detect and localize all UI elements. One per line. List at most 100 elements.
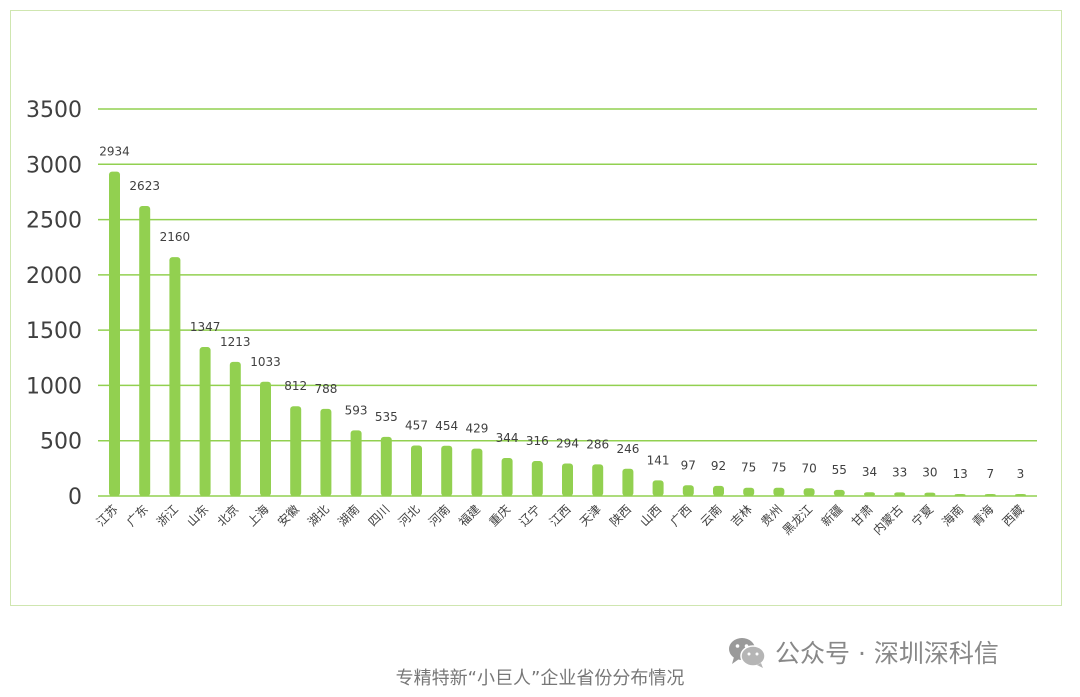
data-label: 2160	[160, 230, 191, 244]
y-tick-label: 1500	[26, 319, 82, 344]
y-axis-ticks: 0 500 1000 1500 2000 2500 3000 3500	[26, 98, 82, 510]
bars	[109, 171, 1026, 497]
x-tick-label: 宁夏	[908, 502, 936, 530]
x-tick-label: 西藏	[1000, 502, 1027, 529]
bar	[411, 445, 422, 496]
y-tick-label: 0	[68, 485, 82, 510]
data-label: 34	[862, 465, 877, 479]
x-tick-label: 新疆	[818, 502, 846, 530]
wechat-icon	[729, 638, 766, 668]
x-tick-label: 江苏	[94, 502, 121, 529]
bar	[984, 494, 996, 496]
x-tick-label: 辽宁	[516, 502, 544, 530]
data-label: 3	[1017, 467, 1025, 481]
bar	[652, 480, 664, 496]
gridlines	[98, 108, 1037, 497]
x-tick-label: 甘肃	[849, 502, 876, 529]
data-label: 1213	[220, 335, 251, 349]
bar	[682, 485, 694, 496]
bar	[139, 205, 151, 497]
bar	[622, 468, 634, 496]
bar	[199, 347, 211, 496]
data-label: 2623	[129, 179, 160, 193]
data-label: 1347	[190, 320, 221, 334]
bar	[229, 361, 241, 496]
x-tick-label: 天津	[577, 502, 604, 529]
bar	[864, 492, 875, 496]
x-tick-label: 湖北	[304, 502, 332, 530]
data-label: 454	[435, 419, 458, 433]
bar	[441, 445, 453, 496]
data-label: 593	[345, 403, 368, 417]
bar	[531, 461, 543, 496]
x-tick-label: 福建	[455, 502, 483, 530]
y-tick-label: 1000	[26, 374, 82, 399]
data-label: 535	[375, 410, 398, 424]
x-tick-label: 陕西	[606, 502, 634, 530]
x-tick-label: 河北	[396, 502, 423, 529]
bar	[592, 464, 604, 496]
data-label: 13	[952, 467, 967, 481]
data-label: 2934	[99, 145, 130, 159]
data-label: 1033	[250, 355, 281, 369]
y-tick-label: 3000	[26, 153, 82, 178]
x-tick-label: 吉林	[728, 502, 755, 529]
data-label: 55	[832, 463, 847, 477]
data-label: 294	[556, 436, 579, 450]
x-tick-label: 河南	[425, 502, 453, 530]
data-label: 788	[314, 382, 337, 396]
x-tick-label: 黑龙江	[780, 502, 815, 537]
bar	[260, 381, 271, 496]
x-tick-label: 山东	[184, 502, 211, 529]
x-tick-label: 广东	[124, 502, 151, 529]
x-axis-ticks: 江苏 广东 浙江 山东 北京 上海 安徽 湖北 湖南 四川 河北 河南 福建 重庆 辽宁 江西 天津 陕西 山西 广西…	[94, 502, 1027, 538]
data-label: 457	[405, 418, 428, 432]
bar	[773, 487, 785, 496]
x-tick-label: 湖南	[335, 502, 363, 530]
bar	[350, 430, 362, 496]
y-tick-label: 2000	[26, 264, 82, 289]
data-label: 344	[496, 431, 519, 445]
x-tick-label: 江西	[547, 502, 574, 529]
x-tick-label: 山西	[637, 502, 664, 529]
data-label: 141	[647, 453, 670, 467]
bar	[713, 485, 724, 496]
data-label: 286	[586, 437, 609, 451]
data-label: 92	[711, 459, 726, 473]
bar	[380, 436, 392, 496]
x-tick-label: 浙江	[154, 502, 181, 529]
x-tick-label: 安徽	[274, 502, 302, 530]
x-tick-label: 内蒙古	[870, 502, 906, 538]
bar	[562, 463, 573, 496]
data-label: 30	[922, 466, 937, 480]
bar	[290, 406, 302, 496]
y-tick-label: 500	[40, 430, 82, 455]
bar	[471, 448, 483, 496]
data-label: 316	[526, 434, 549, 448]
data-label: 33	[892, 465, 907, 479]
data-label: 429	[465, 422, 488, 436]
x-tick-label: 四川	[366, 502, 393, 529]
data-label: 812	[284, 379, 307, 393]
x-tick-label: 贵州	[758, 502, 785, 529]
bar	[924, 492, 936, 496]
chart-caption: 专精特新“小巨人”企业省份分布情况	[395, 668, 685, 689]
bar	[743, 487, 755, 496]
data-label: 97	[681, 458, 696, 472]
data-label: 246	[616, 442, 639, 456]
x-tick-label: 青海	[969, 502, 997, 530]
x-tick-label: 重庆	[486, 502, 513, 529]
bar	[954, 494, 966, 496]
data-label: 75	[741, 461, 756, 475]
data-label: 70	[801, 461, 816, 475]
data-label: 75	[771, 461, 786, 475]
y-tick-label: 2500	[26, 209, 82, 234]
bar	[169, 257, 181, 496]
bar	[320, 408, 332, 496]
bar	[1015, 494, 1026, 496]
watermark-text: 公众号 · 深圳深科信	[775, 639, 999, 668]
bar	[109, 171, 120, 496]
x-tick-label: 上海	[244, 502, 272, 530]
x-tick-label: 海南	[939, 502, 967, 530]
